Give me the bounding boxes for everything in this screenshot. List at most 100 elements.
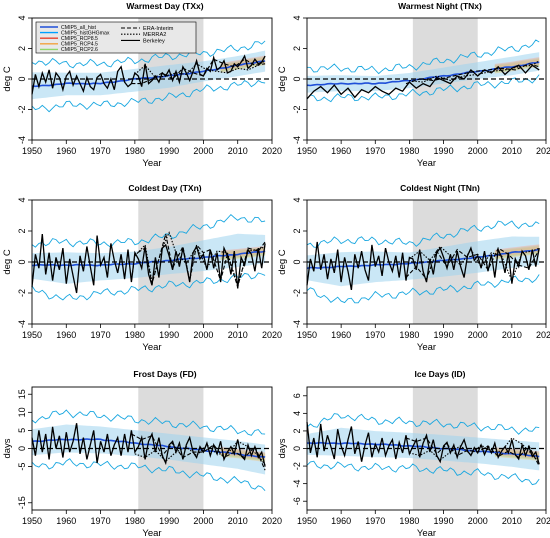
y-tick-label: -4 — [292, 320, 302, 328]
chart-title: Coldest Night (TNn) — [400, 183, 480, 193]
panel-5: 1950 1960 1970 1980 1990 2000 2010 2020 -15 -5 0 5 1… — [2, 369, 282, 538]
x-tick-label: 2010 — [502, 146, 522, 156]
x-axis-label: Year — [417, 158, 436, 169]
y-tick-label: -2 — [292, 462, 302, 470]
model-envelope-upper — [31, 213, 266, 248]
x-tick-label: 1980 — [399, 146, 419, 156]
y-axis-label: deg C — [277, 66, 288, 91]
y-axis-label: deg C — [2, 249, 13, 274]
berkeley-line — [31, 423, 266, 467]
model-envelope-lower — [306, 74, 540, 103]
model-envelope-upper — [31, 409, 266, 436]
y-tick-label: 15 — [17, 389, 27, 399]
x-tick-label: 1950 — [297, 330, 317, 340]
y-tick-label: -15 — [17, 496, 27, 509]
x-tick-label: 2000 — [193, 516, 213, 526]
scenario-band — [494, 246, 540, 260]
y-tick-label: 0 — [292, 76, 302, 81]
y-tick-label: 2 — [292, 228, 302, 233]
legend-entry: CMIP5_histGHGmax — [61, 30, 110, 36]
y-tick-label: 0 — [292, 446, 302, 451]
y-tick-label: 4 — [292, 411, 302, 416]
era-interim-line — [405, 63, 540, 85]
x-tick-label: 2000 — [193, 330, 213, 340]
x-tick-label: 1980 — [125, 516, 145, 526]
x-tick-label: 1980 — [399, 330, 419, 340]
legend-entry: CMIP5_RCP4.5 — [61, 42, 98, 48]
legend-entry: CMIP5_all_hist — [61, 25, 96, 31]
legend: CMIP5_all_histCMIP5_histGHGmaxCMIP5_RCP8… — [35, 21, 197, 54]
legend-entry: Berkeley — [143, 38, 165, 44]
x-axis-label: Year — [417, 342, 436, 353]
y-tick-label: 0 — [292, 259, 302, 264]
chart-title: Ice Days (ID) — [414, 369, 465, 379]
x-axis-label: Year — [142, 528, 161, 538]
model-envelope-upper — [306, 39, 540, 75]
x-tick-label: 1960 — [56, 330, 76, 340]
x-tick-label: 2010 — [502, 330, 522, 340]
model-envelope-lower — [31, 458, 266, 492]
y-tick-label: 6 — [292, 393, 302, 398]
era-interim-line — [131, 433, 266, 471]
y-tick-label: 2 — [17, 228, 27, 233]
x-tick-label: 1970 — [91, 330, 111, 340]
x-tick-label: 2010 — [228, 330, 248, 340]
y-tick-label: 10 — [17, 407, 27, 417]
x-tick-label: 1970 — [91, 516, 111, 526]
panel-1: 1950 1960 1970 1980 1990 2000 2010 2020 -4 -2 0 2 4 W… — [2, 1, 282, 169]
x-tick-label: 2000 — [193, 146, 213, 156]
x-tick-label: 2020 — [536, 146, 550, 156]
x-tick-label: 1970 — [365, 330, 385, 340]
x-tick-label: 1990 — [434, 516, 454, 526]
model-spread-band — [32, 424, 266, 475]
berkeley-line — [31, 234, 266, 294]
y-axis-label: days — [2, 438, 13, 458]
y-tick-label: -4 — [17, 136, 27, 144]
panel-3: 1950 1960 1970 1980 1990 2000 2010 2020 -4 -2 0 2 4 C… — [2, 183, 282, 353]
chart-title: Coldest Day (TXn) — [128, 183, 201, 193]
y-axis-label: deg C — [277, 249, 288, 274]
model-envelope-lower — [306, 274, 540, 304]
legend-entry: MERRA2 — [143, 32, 166, 38]
merra2-line — [134, 60, 266, 79]
panel-6: 1950 1960 1970 1980 1990 2000 2010 2020 -6 -4 -2 0 2… — [277, 369, 550, 538]
legend-entry: ERA-Interim — [143, 26, 174, 32]
x-tick-label: 2000 — [468, 516, 488, 526]
legend-box — [35, 21, 197, 54]
model-envelope-lower — [31, 80, 266, 113]
model-envelope-lower — [306, 460, 540, 486]
y-tick-label: -4 — [292, 136, 302, 144]
x-tick-label: 1980 — [125, 330, 145, 340]
x-tick-label: 1970 — [365, 516, 385, 526]
y-tick-label: -5 — [17, 463, 27, 471]
x-tick-label: 1950 — [22, 516, 42, 526]
chart-title: Warmest Day (TXx) — [126, 1, 203, 11]
model-envelope-lower — [31, 272, 266, 301]
panel-4: 1950 1960 1970 1980 1990 2000 2010 2020 -4 -2 0 2 4 C… — [277, 183, 550, 353]
y-tick-label: 0 — [17, 446, 27, 451]
era-interim-line — [131, 58, 266, 85]
panel-2: 1950 1960 1970 1980 1990 2000 2010 2020 -4 -2 0 2 4 W… — [277, 1, 550, 169]
x-tick-label: 2010 — [228, 146, 248, 156]
x-tick-label: 1990 — [159, 330, 179, 340]
x-tick-label: 2020 — [262, 516, 282, 526]
y-axis-label: days — [277, 438, 288, 458]
x-tick-label: 1960 — [56, 146, 76, 156]
berkeley-line — [306, 422, 540, 465]
scenario-band — [220, 55, 266, 71]
x-tick-label: 1990 — [434, 146, 454, 156]
scenario-band — [494, 57, 540, 72]
legend-entry: CMIP5_RCP8.5 — [61, 36, 98, 42]
chart-title: Warmest Night (TNx) — [398, 1, 482, 11]
era-interim-line — [130, 233, 266, 289]
x-axis-label: Year — [417, 528, 436, 538]
x-axis-label: Year — [142, 158, 161, 169]
y-axis-label: deg C — [2, 66, 13, 91]
model-envelope-upper — [31, 40, 266, 69]
y-tick-label: 2 — [292, 46, 302, 51]
x-tick-label: 1990 — [159, 146, 179, 156]
y-tick-label: 2 — [17, 46, 27, 51]
x-tick-label: 2010 — [228, 516, 248, 526]
x-tick-label: 1970 — [91, 146, 111, 156]
x-tick-label: 2000 — [468, 330, 488, 340]
